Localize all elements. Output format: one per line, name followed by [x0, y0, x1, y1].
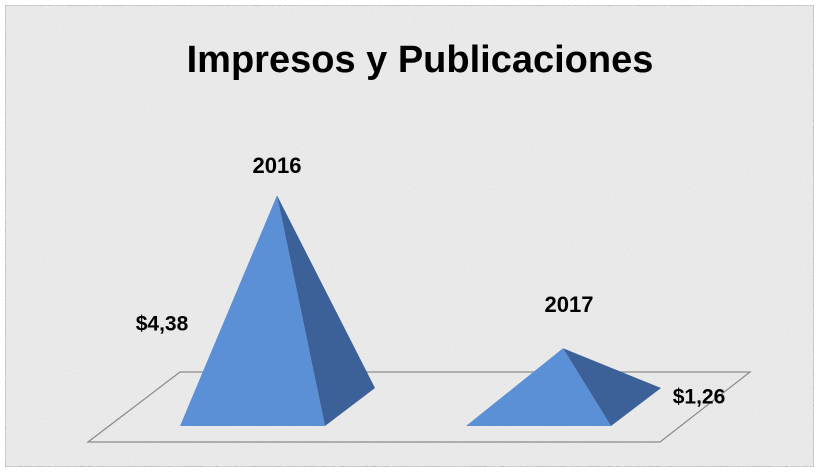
- value-label: $1,26: [673, 386, 726, 409]
- pyramid-side: [563, 348, 661, 426]
- chart-background: [4, 4, 815, 468]
- category-label: 2016: [253, 153, 302, 178]
- pyramid-front: [180, 195, 325, 426]
- chart-title: Impresos y Publicaciones: [187, 39, 654, 81]
- pyramid-front: [466, 348, 611, 426]
- category-label: 2017: [545, 292, 594, 317]
- floor: [86, 371, 752, 443]
- value-label: $4,38: [136, 313, 189, 336]
- pyramid-side: [277, 195, 375, 426]
